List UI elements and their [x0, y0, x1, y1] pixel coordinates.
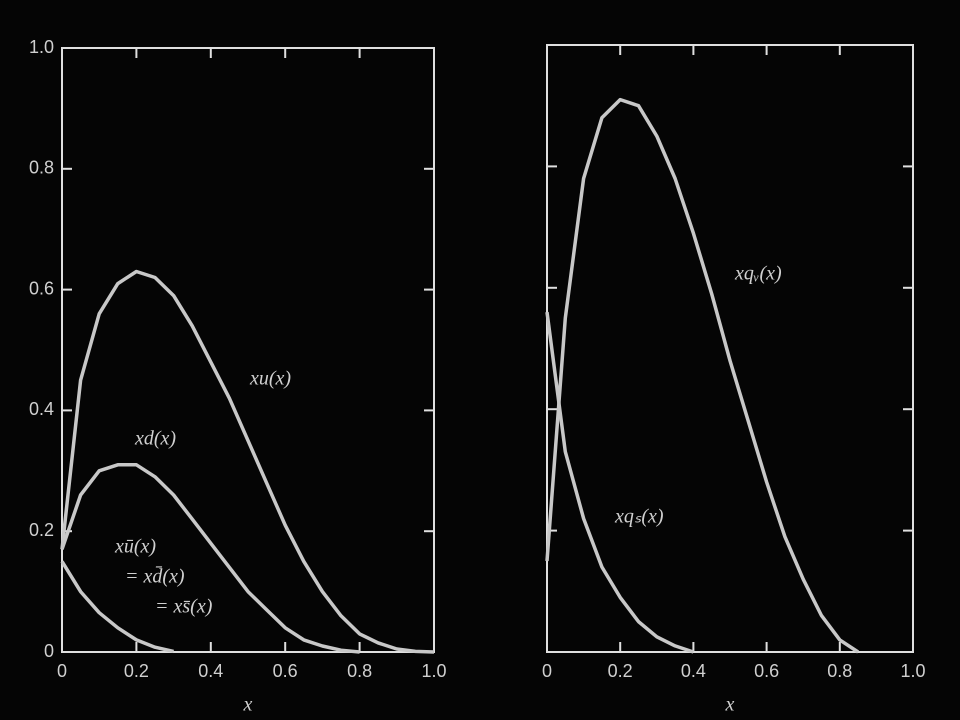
y-tick-label: 0.4 — [29, 399, 54, 419]
curve — [60, 463, 360, 654]
curve-label: xd(x) — [134, 428, 176, 450]
x-tick-label: 0.4 — [681, 661, 706, 681]
curve — [545, 97, 860, 654]
curve — [60, 269, 435, 654]
x-tick-label: 0.8 — [347, 661, 372, 681]
curve-label: xqᵥ(x) — [734, 263, 782, 285]
y-tick-label: 0.8 — [29, 158, 54, 178]
x-axis-label: x — [725, 694, 735, 716]
curve — [60, 560, 174, 654]
curve-label: xqₛ(x) — [614, 506, 664, 528]
plot-frame — [61, 47, 435, 653]
curve-label: xu(x) — [249, 368, 291, 390]
x-tick-label: 0.6 — [754, 661, 779, 681]
plot-frame — [546, 44, 914, 653]
x-tick-label: 0.4 — [198, 661, 223, 681]
x-tick-label: 0 — [57, 661, 67, 681]
x-tick-label: 1.0 — [421, 661, 446, 681]
x-tick-label: 1.0 — [900, 661, 925, 681]
curve — [545, 311, 694, 654]
y-tick-label: 0.6 — [29, 278, 54, 298]
x-tick-label: 0.2 — [124, 661, 149, 681]
x-tick-label: 0.8 — [827, 661, 852, 681]
x-tick-label: 0.2 — [608, 661, 633, 681]
curve-label: xū(x) — [114, 536, 156, 558]
y-tick-label: 0 — [44, 641, 54, 661]
y-tick-label: 1.0 — [29, 37, 54, 57]
x-axis-label: x — [243, 694, 253, 716]
curve-label: = xd̄(x) — [125, 566, 185, 588]
x-tick-label: 0 — [542, 661, 552, 681]
curve-label: = xs̄(x) — [155, 596, 213, 618]
y-tick-label: 0.2 — [29, 520, 54, 540]
x-tick-label: 0.6 — [273, 661, 298, 681]
